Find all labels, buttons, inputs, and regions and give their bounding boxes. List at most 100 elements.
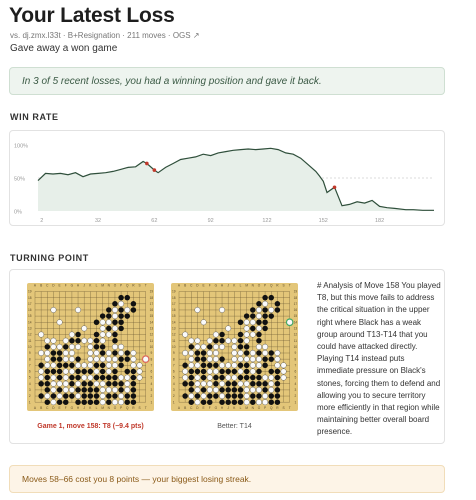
black-stone [75,356,81,362]
white-stone [256,386,262,393]
white-stone [99,356,106,363]
black-stone [44,374,51,381]
board-row-label: 10 [172,345,176,349]
black-stone [118,356,124,362]
white-stone [262,374,269,381]
black-stone [99,374,106,381]
played-move-caption: Game 1, move 158: T8 (−9.4 pts) [37,423,144,430]
black-stone [213,393,219,399]
board-row-label: 13 [150,327,154,331]
white-stone [62,350,69,356]
black-stone [213,337,219,344]
black-stone [231,399,238,405]
white-stone [280,374,287,381]
board-column-label: D [196,406,199,410]
black-stone [237,319,244,325]
white-stone [200,393,207,399]
white-stone [118,343,125,350]
black-stone [56,387,63,393]
board-row-label: 1 [173,400,175,404]
board-row-label: 7 [151,363,153,367]
board-row-label: 10 [150,345,154,349]
white-stone [105,362,112,369]
white-stone [194,337,201,344]
board-column-label: F [209,284,211,288]
black-stone [106,313,112,319]
black-stone [99,350,106,356]
black-stone [87,393,94,399]
white-stone [38,350,45,356]
board-row-label: 18 [294,296,298,300]
black-stone [225,368,231,375]
black-stone [262,294,268,301]
board-column-label: K [89,406,92,410]
black-stone [69,393,75,399]
white-stone [44,350,51,356]
white-stone [256,399,262,406]
black-stone [188,368,195,375]
white-stone [118,300,125,307]
better-move-board: AABBCCDDEEFFGGHHJJKKLLMMNNOOPPQQRRSSTT19… [171,283,298,411]
board-column-label: S [138,284,140,288]
board-column-label: S [282,284,284,288]
black-stone [124,350,130,356]
black-stone [99,313,106,319]
board-column-label: J [83,406,85,410]
white-stone [112,362,118,369]
black-stone [237,337,244,344]
white-stone [225,374,232,381]
y-tick-label: 0% [14,210,22,216]
white-stone [118,399,125,406]
black-stone [243,362,250,369]
white-stone [194,386,201,393]
board-column-label: A [34,284,37,288]
white-stone [194,374,201,381]
board-row-label: 4 [29,382,31,386]
black-stone [219,387,225,393]
white-stone [262,393,269,399]
board-column-label: P [120,406,122,410]
white-stone [262,399,269,406]
board-row-label: 18 [172,296,176,300]
white-stone [274,356,281,363]
turning-point-heading: TURNING POINT [10,253,89,263]
ogs-link[interactable]: OGS ↗ [172,31,200,40]
white-stone [99,386,106,393]
white-stone [44,393,51,399]
x-tick-label: 2 [40,218,43,224]
white-stone [188,393,195,399]
black-stone [75,387,81,393]
black-stone [182,393,188,399]
white-stone [225,362,232,369]
board-column-label: R [132,406,135,410]
black-stone [219,356,225,362]
white-stone [256,325,262,332]
white-stone [280,362,287,369]
white-stone [256,362,262,369]
white-stone [182,374,189,381]
white-stone [237,380,244,387]
black-stone [124,313,130,319]
white-stone [237,356,244,363]
black-stone [50,393,57,399]
board-row-label: 11 [150,339,154,343]
board-column-label: M [101,406,104,410]
white-stone [112,325,118,332]
white-stone [68,356,75,363]
black-stone [243,368,250,375]
white-stone [68,368,75,375]
white-stone [237,350,244,356]
white-stone [243,399,250,406]
black-stone [69,362,75,369]
white-stone [87,356,94,363]
white-stone [99,319,106,326]
board-row-label: 4 [295,382,297,386]
board-column-label: R [276,284,279,288]
white-stone [62,374,69,381]
black-stone [274,399,281,405]
board-column-label: B [184,406,186,410]
board-column-label: G [215,284,218,288]
white-stone [62,380,69,387]
black-stone [256,393,262,399]
black-stone [213,374,219,381]
